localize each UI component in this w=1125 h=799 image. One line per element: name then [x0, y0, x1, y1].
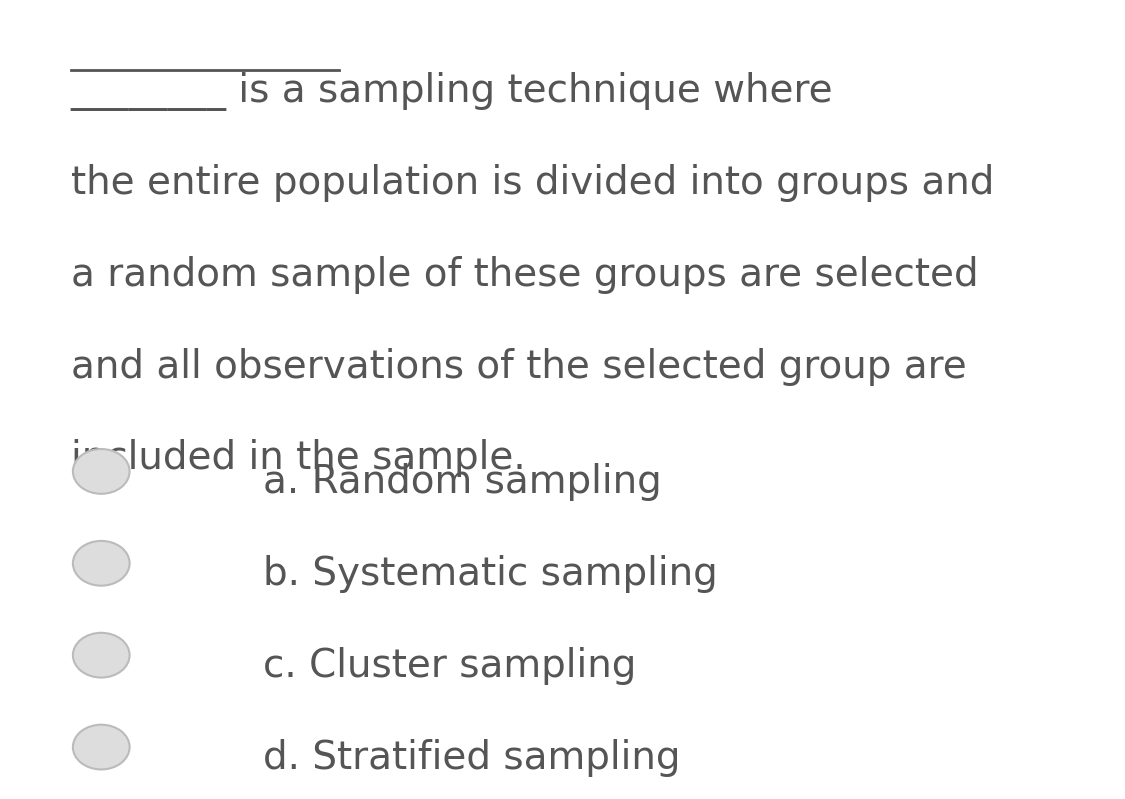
Circle shape [73, 633, 129, 678]
Text: and all observations of the selected group are: and all observations of the selected gro… [71, 348, 966, 386]
Text: a. Random sampling: a. Random sampling [263, 463, 662, 502]
Text: d. Stratified sampling: d. Stratified sampling [263, 739, 681, 777]
Circle shape [73, 541, 129, 586]
Text: included in the sample.: included in the sample. [71, 439, 525, 478]
Text: b. Systematic sampling: b. Systematic sampling [263, 555, 718, 594]
Text: ________ is a sampling technique where: ________ is a sampling technique where [71, 72, 834, 111]
Circle shape [73, 725, 129, 769]
Circle shape [73, 449, 129, 494]
Text: a random sample of these groups are selected: a random sample of these groups are sele… [71, 256, 979, 294]
Text: c. Cluster sampling: c. Cluster sampling [263, 647, 637, 686]
Text: the entire population is divided into groups and: the entire population is divided into gr… [71, 164, 994, 202]
